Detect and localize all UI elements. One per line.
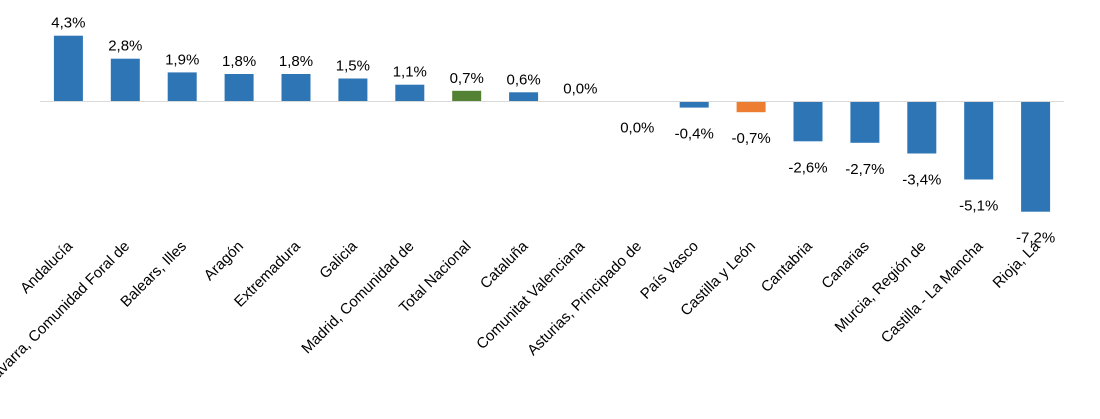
bar-13 [793,101,823,142]
bar-5 [338,78,368,102]
category-label-0: Andalucía [17,237,77,297]
bar-0 [53,35,83,102]
bar-7 [452,90,482,102]
bar-11 [679,101,709,108]
data-labels-group: 4,3% 2,8% 1,9% 1,8% 1,8% 1,5% 1,1% 0,7% 0,6% 0,0%… [51,15,1055,247]
category-label-5: Galicia [316,237,361,282]
category-label-3: Aragón [201,238,247,284]
data-label-7: 0,7% [450,70,484,87]
bar-17 [1021,101,1051,212]
bar-14 [850,101,880,143]
bar-12 [736,101,766,113]
data-label-16: -5,1% [959,198,998,215]
data-label-5: 1,5% [336,58,370,75]
data-label-4: 1,8% [279,53,313,70]
bar-15 [907,101,937,154]
data-label-11: -0,4% [675,126,714,143]
data-label-14: -2,7% [845,161,884,178]
category-label-1: Navarra, Comunidad Foral de [0,238,133,390]
bar-3 [224,74,254,102]
data-label-2: 1,9% [165,51,199,68]
data-label-1: 2,8% [108,38,142,55]
data-label-17: -7,2% [1016,230,1055,247]
category-label-10: Asturias, Principado de [524,238,645,359]
data-label-12: -0,7% [732,130,771,147]
data-label-10: 0,0% [620,120,654,137]
category-label-13: Cantabria [758,237,816,295]
category-label-9: Comunitat Valenciana [473,237,588,352]
bar-1 [110,58,140,102]
data-label-13: -2,6% [788,159,827,176]
bar-16 [964,101,994,180]
bar-4 [281,74,311,102]
bar-2 [167,72,197,102]
category-label-16: Castilla - La Mancha [878,237,987,346]
data-label-3: 1,8% [222,53,256,70]
data-label-9: 0,0% [563,81,597,98]
data-label-8: 0,6% [506,71,540,88]
bar-8 [509,92,539,102]
category-label-8: Cataluña [477,237,532,292]
category-label-14: Canarias [818,238,872,292]
data-label-0: 4,3% [51,15,85,32]
category-label-6: Madrid, Comunidad de [298,238,417,357]
bars-group [53,35,1051,212]
data-label-15: -3,4% [902,172,941,189]
data-label-6: 1,1% [393,64,427,81]
bar-6 [395,84,425,102]
